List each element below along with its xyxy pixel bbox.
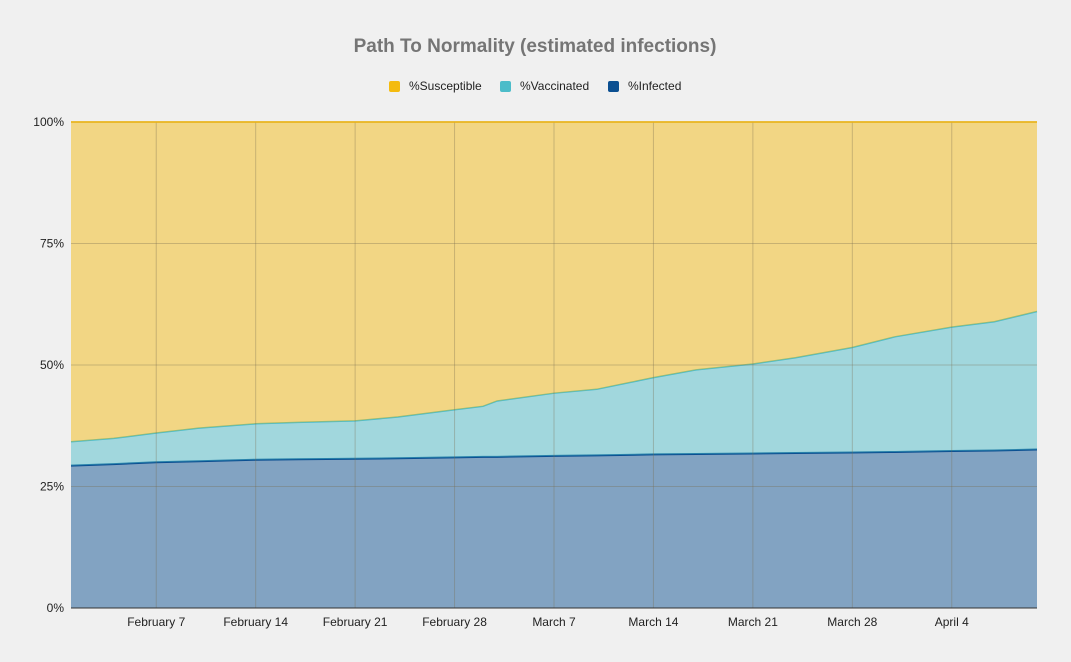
legend-swatch [608,81,619,92]
y-tick-label: 75% [40,237,64,251]
legend-swatch [389,81,400,92]
x-tick-label: February 28 [422,615,487,629]
y-tick-label: 50% [40,358,64,372]
legend-label: %Susceptible [409,79,482,93]
x-tick-label: March 28 [827,615,877,629]
legend-label: %Infected [628,79,681,93]
area-susceptible [71,122,1037,442]
x-tick-label: February 21 [323,615,388,629]
x-tick-label: February 7 [127,615,185,629]
area-vaccinated [71,311,1037,466]
y-tick-label: 100% [33,115,64,129]
series-line-infected [70,448,1038,467]
x-tick-label: April 4 [935,615,969,629]
x-tick-label: March 21 [728,615,778,629]
x-tick-label: March 7 [532,615,576,629]
x-tick-label: March 14 [628,615,678,629]
legend: %Susceptible %Vaccinated %Infected [389,79,681,93]
y-tick-label: 25% [40,480,64,494]
y-tick-label: 0% [47,601,65,615]
x-axis: February 7 February 14 February 21 February… [71,121,1037,629]
series-line-vaccinated [70,310,1038,443]
area-infected [71,449,1037,608]
x-tick-label: February 14 [223,615,288,629]
legend-label: %Vaccinated [520,79,589,93]
chart-title: Path To Normality (estimated infections) [354,36,717,57]
plot-area [70,121,1038,608]
legend-swatch [500,81,511,92]
